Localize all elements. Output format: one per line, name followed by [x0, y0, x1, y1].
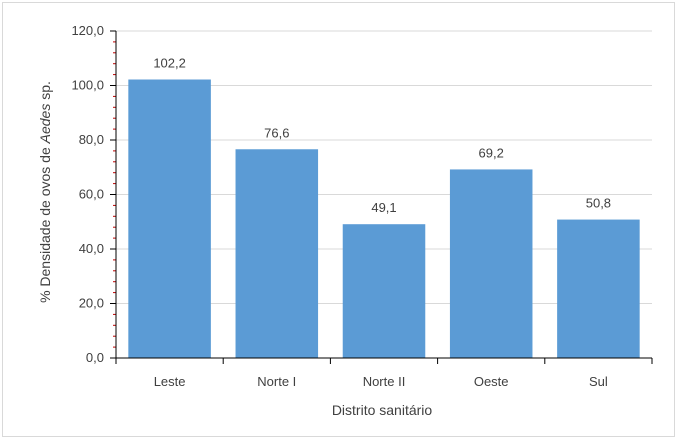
y-tick-label: 80,0 [79, 132, 104, 147]
data-label: 102,2 [153, 56, 186, 71]
axes [110, 30, 653, 364]
y-axis-title-suffix: sp. [37, 81, 53, 104]
bar [128, 79, 211, 358]
data-label: 69,2 [479, 145, 504, 160]
y-axis-title: % Densidade de ovos de Aedes sp. [37, 81, 53, 303]
bar [235, 149, 319, 358]
data-label: 50,8 [586, 196, 611, 211]
x-tick-label: Sul [589, 374, 608, 389]
bar [557, 219, 640, 358]
bars [128, 79, 640, 358]
bar [342, 224, 426, 358]
y-tick-label: 0,0 [86, 350, 104, 365]
x-tick-label: Oeste [474, 374, 509, 389]
y-tick-labels: 0,0 20,0 40,0 60,0 80,0 100,0 120,0 [71, 23, 104, 365]
bar [449, 169, 533, 358]
y-tick-label: 120,0 [71, 23, 104, 38]
data-label: 76,6 [264, 125, 289, 140]
x-tick-label: Leste [154, 374, 186, 389]
x-axis-title: Distrito sanitário [332, 402, 433, 418]
data-labels: 102,2 76,6 49,1 69,2 50,8 [153, 56, 611, 216]
x-tick-label: Norte I [257, 374, 296, 389]
y-tick-label: 100,0 [71, 78, 104, 93]
y-tick-label: 40,0 [79, 241, 104, 256]
x-tick-labels: Leste Norte I Norte II Oeste Sul [154, 374, 608, 389]
y-tick-label: 20,0 [79, 296, 104, 311]
data-label: 49,1 [371, 200, 396, 215]
y-tick-label: 60,0 [79, 187, 104, 202]
y-axis-title-italic: Aedes [37, 104, 53, 145]
x-tick-label: Norte II [363, 374, 406, 389]
y-axis-title-prefix: % Densidade de ovos de [37, 143, 53, 303]
